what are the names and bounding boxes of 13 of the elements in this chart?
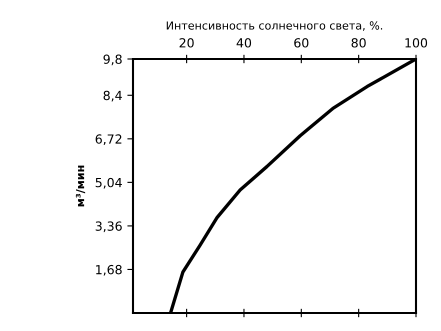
x-tick-label: 20 bbox=[180, 38, 194, 48]
y-tick-label: 3,36 bbox=[96, 221, 122, 232]
y-tick-label: 6,72 bbox=[96, 134, 122, 146]
x-tick-label: 100 bbox=[405, 38, 428, 48]
x-tick-label: 60 bbox=[294, 38, 308, 48]
y-tick-label: 5,04 bbox=[96, 178, 122, 189]
y-tick-label: 1,68 bbox=[96, 264, 122, 276]
x-tick-label: 40 bbox=[236, 38, 252, 48]
x-tick-label: 80 bbox=[352, 38, 366, 48]
y-tick-label: 8,4 bbox=[104, 90, 122, 102]
y-axis-title: м³/мин bbox=[76, 166, 86, 206]
x-axis-title: Интенсивность солнечного света, %. bbox=[166, 21, 382, 31]
y-tick-label: 9,8 bbox=[103, 54, 122, 66]
